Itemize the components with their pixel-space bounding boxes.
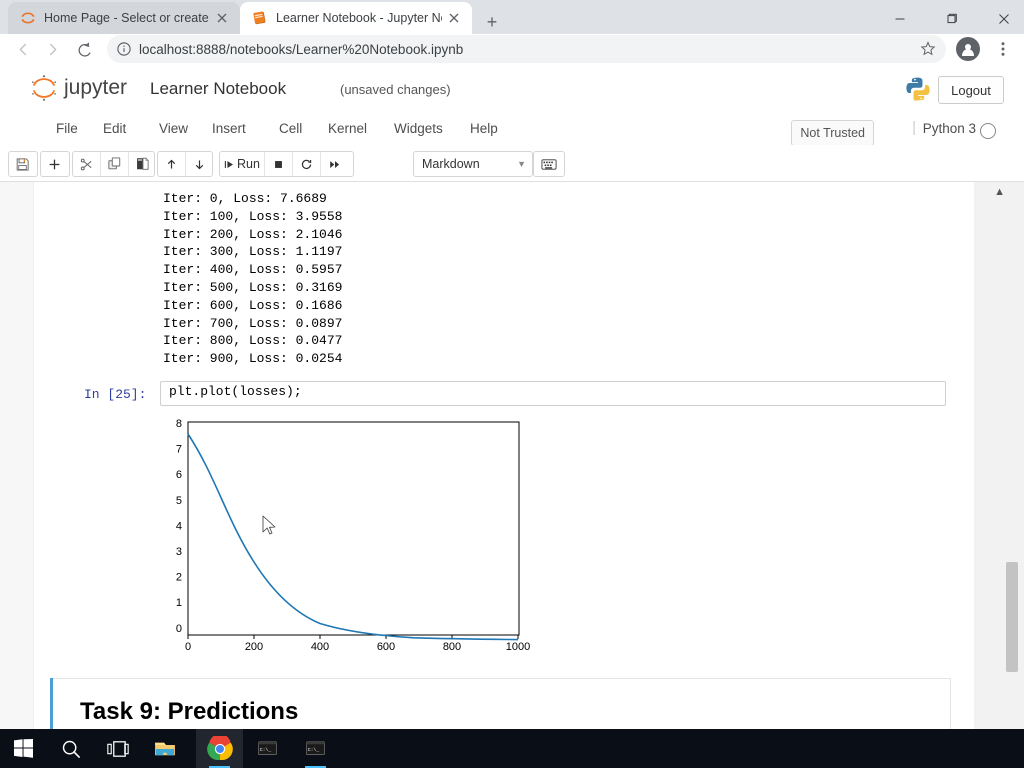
svg-text:4: 4 [176, 520, 182, 532]
svg-text:5: 5 [176, 495, 182, 507]
svg-text:C:\_: C:\_ [260, 747, 272, 753]
svg-text:1000: 1000 [506, 641, 530, 653]
svg-text:2: 2 [176, 572, 182, 584]
svg-text:C:\_: C:\_ [308, 747, 320, 753]
svg-text:400: 400 [311, 641, 329, 653]
svg-text:0: 0 [176, 623, 182, 635]
svg-text:600: 600 [377, 641, 395, 653]
svg-text:1: 1 [176, 597, 182, 609]
svg-text:8: 8 [176, 418, 182, 430]
svg-text:7: 7 [176, 444, 182, 456]
svg-text:800: 800 [443, 641, 461, 653]
svg-text:6: 6 [176, 469, 182, 481]
svg-text:3: 3 [176, 546, 182, 558]
svg-text:0: 0 [185, 641, 191, 653]
svg-text:200: 200 [245, 641, 263, 653]
